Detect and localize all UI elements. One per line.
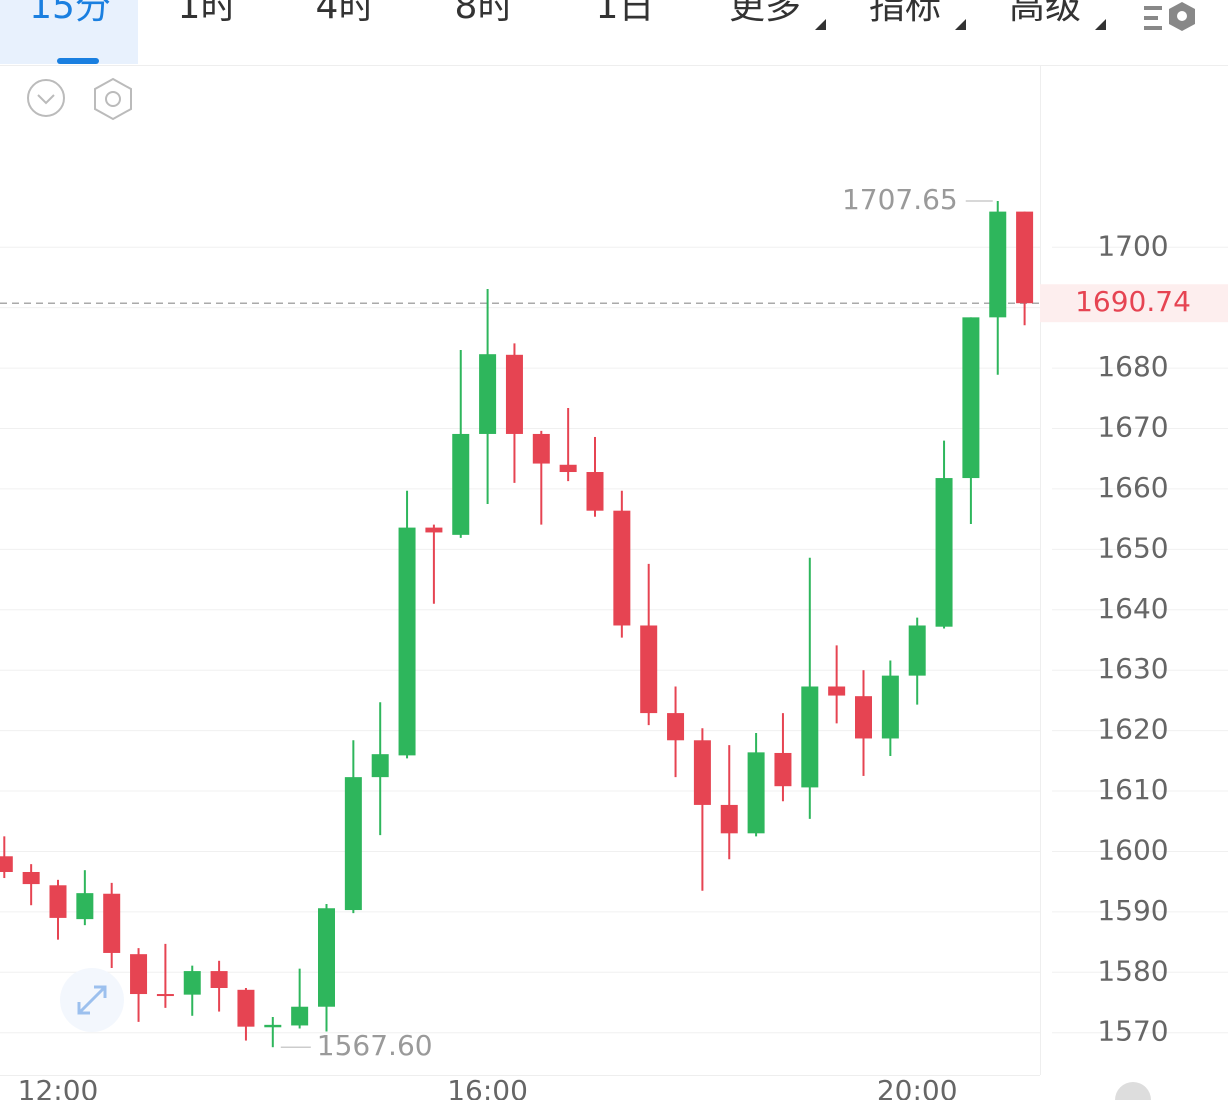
y-tick-label: 1660 — [1097, 471, 1168, 504]
candle-body — [1016, 211, 1034, 304]
candle-body — [49, 885, 67, 918]
candle-body — [855, 696, 872, 739]
candle-body — [210, 971, 228, 988]
candle-body — [881, 675, 899, 739]
candle-body — [586, 472, 604, 511]
dropdown-arrow — [955, 19, 966, 30]
last-price-bg — [1040, 284, 1228, 323]
candle-body — [130, 954, 148, 995]
candle-body — [452, 433, 470, 535]
candle-body — [720, 804, 738, 834]
candle-body — [640, 625, 658, 714]
y-tick-label: 1650 — [1097, 531, 1168, 564]
candle-body — [425, 527, 443, 533]
tab[interactable]: 1时 — [178, 0, 237, 27]
candle-body — [532, 433, 550, 464]
dropdown-arrow — [1095, 19, 1106, 30]
candle-body — [318, 908, 335, 1007]
candle-body — [693, 740, 711, 805]
candle-body — [264, 1024, 282, 1028]
last-price-label: 1690.74 — [1075, 285, 1191, 318]
candle-body — [479, 354, 497, 434]
y-tick-label: 1640 — [1097, 592, 1168, 625]
candle-body — [935, 478, 953, 627]
candle-body — [371, 754, 389, 778]
candle-body — [0, 856, 13, 872]
settings-hex-icon[interactable] — [94, 77, 132, 121]
y-tick-label: 1680 — [1097, 350, 1168, 383]
y-tick-label: 1670 — [1097, 411, 1168, 444]
candle-body — [559, 464, 577, 473]
tab[interactable]: 15分 — [29, 0, 111, 27]
expand-icon[interactable] — [60, 968, 124, 1032]
candle-body — [103, 893, 121, 953]
candle-body — [505, 354, 523, 434]
candle-body — [989, 211, 1007, 318]
candle-body — [183, 971, 201, 995]
y-tick-label: 1630 — [1097, 652, 1168, 685]
tab[interactable]: 8时 — [455, 0, 514, 27]
candle-body — [801, 686, 819, 788]
y-tick-label: 1610 — [1097, 773, 1168, 806]
tab[interactable]: 更多 — [729, 0, 801, 27]
tab[interactable]: 高级 — [1009, 0, 1081, 27]
candle-body — [237, 989, 255, 1027]
high-label: 1707.65 — [842, 183, 958, 216]
y-tick-label: 1580 — [1097, 954, 1168, 987]
tab[interactable]: 1日 — [596, 0, 655, 27]
candle-body — [613, 510, 631, 626]
tab-underline — [57, 58, 99, 64]
x-tick-label: 12:00 — [18, 1074, 99, 1100]
y-tick-label: 1600 — [1097, 833, 1168, 866]
dropdown-arrow — [815, 19, 826, 30]
scroll-button[interactable] — [1115, 1082, 1151, 1100]
candle-body — [828, 686, 846, 696]
settings-icon[interactable] — [1144, 2, 1195, 31]
candle-body — [908, 625, 926, 676]
collapse-icon[interactable] — [27, 79, 65, 117]
tab[interactable]: 4时 — [316, 0, 375, 27]
candle-body — [398, 527, 416, 756]
y-tick-label: 1590 — [1097, 894, 1168, 927]
candle-body — [962, 317, 980, 479]
candle-body — [76, 893, 94, 920]
candle-body — [667, 713, 685, 741]
candle-body — [156, 994, 174, 997]
candle-body — [22, 871, 40, 885]
plot: 1570 1580 1590 1600 1610 1620 1630 1640 1650 1660… — [0, 183, 1228, 1100]
y-tick-label: 1700 — [1097, 229, 1168, 262]
candle-body — [344, 777, 362, 911]
y-tick-label: 1620 — [1097, 713, 1168, 746]
tab[interactable]: 指标 — [869, 0, 941, 27]
candle-body — [291, 1006, 309, 1026]
x-tick-label: 16:00 — [447, 1074, 528, 1100]
low-label: 1567.60 — [317, 1029, 433, 1062]
tab-selected-bg — [0, 0, 138, 64]
y-tick-label: 1570 — [1097, 1015, 1168, 1048]
candle-body — [774, 752, 792, 787]
candle-body — [747, 752, 765, 834]
x-tick-label: 20:00 — [877, 1074, 958, 1100]
